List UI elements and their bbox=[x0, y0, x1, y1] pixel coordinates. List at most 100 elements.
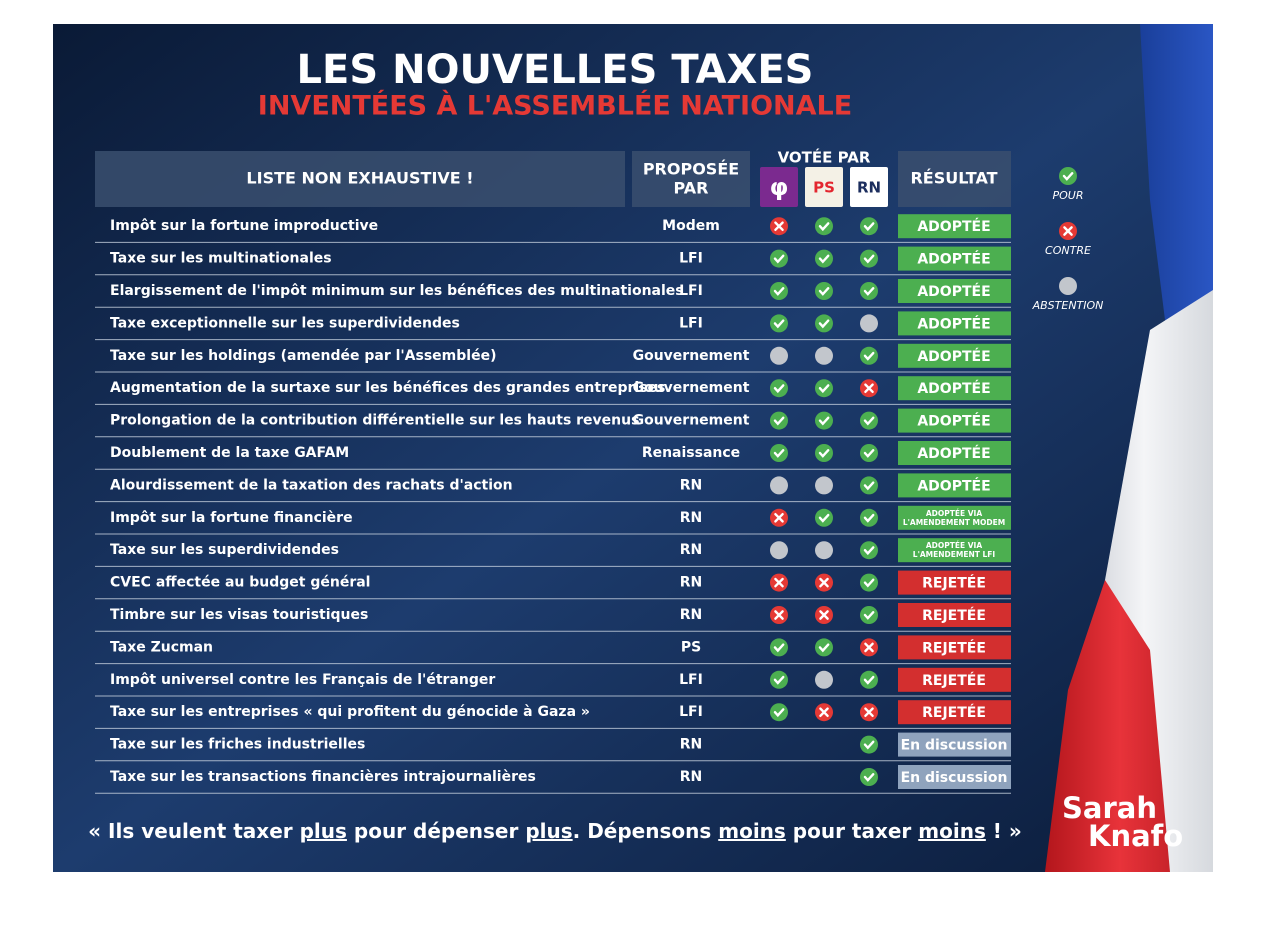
check bbox=[863, 578, 875, 588]
tax-name: Elargissement de l'impôt minimum sur les… bbox=[110, 283, 684, 299]
result-badge bbox=[898, 311, 1011, 336]
check bbox=[773, 416, 785, 426]
column-header: VOTÉE PAR bbox=[778, 148, 871, 167]
vote-icon bbox=[815, 638, 833, 657]
check bbox=[863, 351, 875, 361]
check bbox=[773, 449, 785, 458]
legend-label: ABSTENTION bbox=[1032, 299, 1104, 312]
proposer: Renaissance bbox=[642, 445, 740, 461]
column-header: PROPOSÉE bbox=[643, 160, 739, 179]
check bbox=[863, 675, 875, 685]
party-logo-label: PS bbox=[813, 179, 835, 197]
result-label: ADOPTÉE VIA bbox=[926, 541, 982, 550]
result-label: ADOPTÉE bbox=[917, 218, 990, 235]
check bbox=[863, 513, 875, 523]
check bbox=[773, 675, 785, 685]
check bbox=[863, 449, 875, 458]
check bbox=[818, 254, 830, 264]
check bbox=[773, 708, 785, 718]
cross bbox=[864, 707, 874, 717]
check bbox=[818, 513, 830, 523]
proposer: RN bbox=[680, 769, 703, 785]
title: LES NOUVELLES TAXES bbox=[297, 47, 814, 93]
result-badge bbox=[898, 538, 1011, 563]
quote-segment: pour dépenser bbox=[347, 819, 525, 843]
quote-segment: moins bbox=[918, 819, 986, 843]
check bbox=[818, 416, 830, 426]
cross bbox=[864, 642, 874, 653]
vote-icon bbox=[770, 703, 788, 722]
cross bbox=[819, 707, 829, 717]
cross bbox=[819, 610, 829, 620]
vote-icon bbox=[860, 217, 878, 236]
result-badge bbox=[898, 473, 1011, 498]
result-badge bbox=[898, 343, 1011, 368]
vote-icon bbox=[770, 444, 788, 462]
vote-icon bbox=[815, 670, 833, 689]
vote-icon bbox=[860, 411, 878, 430]
table-header: LISTE NON EXHAUSTIVE ! PROPOSÉE PAR VOTÉ… bbox=[95, 148, 1011, 207]
result-badge bbox=[898, 441, 1011, 465]
quote-segment: plus bbox=[525, 819, 572, 843]
result-badge bbox=[898, 570, 1011, 595]
vote-icon bbox=[770, 379, 788, 398]
vote-icon bbox=[860, 573, 878, 592]
vote-icon bbox=[770, 411, 788, 430]
check bbox=[773, 319, 785, 329]
proposer: RN bbox=[680, 510, 703, 526]
result-label: ADOPTÉE bbox=[917, 315, 990, 332]
vote-icon bbox=[815, 411, 833, 430]
cross bbox=[864, 383, 874, 393]
check bbox=[773, 384, 785, 394]
vote-icon bbox=[860, 444, 878, 462]
vote-icon bbox=[860, 476, 878, 495]
legend-label: POUR bbox=[1053, 189, 1084, 202]
vote-icon bbox=[770, 541, 788, 560]
footer-quote: « Ils veulent taxer plus pour dépenser p… bbox=[88, 819, 1022, 843]
result-label: ADOPTÉE bbox=[917, 413, 990, 430]
tax-name: Taxe sur les transactions financières in… bbox=[110, 769, 536, 785]
cross bbox=[1063, 226, 1073, 236]
check bbox=[863, 611, 875, 620]
party-logo bbox=[850, 167, 888, 207]
result-label: En discussion bbox=[901, 770, 1008, 786]
vote-icon bbox=[770, 249, 788, 268]
vote-icon bbox=[860, 670, 878, 689]
result-label: L'AMENDEMENT MODEM bbox=[903, 518, 1005, 527]
quote-segment: . Dépensons bbox=[573, 819, 719, 843]
flag bbox=[1045, 24, 1213, 872]
vote-icon bbox=[860, 735, 878, 754]
result-badge bbox=[898, 765, 1011, 789]
result-label: ADOPTÉE bbox=[917, 445, 990, 462]
tax-name: Taxe sur les entreprises « qui profitent… bbox=[110, 704, 590, 720]
vote-icon bbox=[770, 282, 788, 300]
check bbox=[818, 287, 830, 296]
result-badge bbox=[898, 279, 1011, 303]
tax-name: Impôt universel contre les Français de l… bbox=[110, 672, 495, 688]
check bbox=[818, 222, 830, 232]
vote-icon bbox=[860, 249, 878, 268]
party-logo bbox=[760, 167, 798, 207]
tax-name: Taxe Zucman bbox=[110, 639, 213, 655]
proposer: Gouvernement bbox=[633, 380, 750, 396]
result-badge bbox=[898, 732, 1011, 757]
result-badge bbox=[898, 667, 1011, 692]
result-badge bbox=[898, 505, 1011, 530]
proposer: LFI bbox=[679, 315, 703, 331]
column-header: LISTE NON EXHAUSTIVE ! bbox=[246, 169, 473, 188]
proposer: LFI bbox=[679, 283, 703, 299]
cross bbox=[819, 577, 829, 588]
vote-icon bbox=[815, 314, 833, 333]
quote-segment: pour taxer bbox=[786, 819, 918, 843]
tax-name: Prolongation de la contribution différen… bbox=[110, 413, 639, 429]
tax-name: Taxe sur les holdings (amendée par l'Ass… bbox=[110, 348, 496, 364]
legend: POUR CONTRE ABSTENTION bbox=[1032, 167, 1104, 312]
vote-icon bbox=[770, 476, 788, 495]
cross bbox=[774, 610, 784, 620]
column-header: PAR bbox=[674, 179, 709, 198]
result-badge bbox=[898, 700, 1011, 725]
vote-icon bbox=[860, 768, 878, 786]
check bbox=[863, 287, 875, 296]
proposer: RN bbox=[680, 607, 703, 623]
